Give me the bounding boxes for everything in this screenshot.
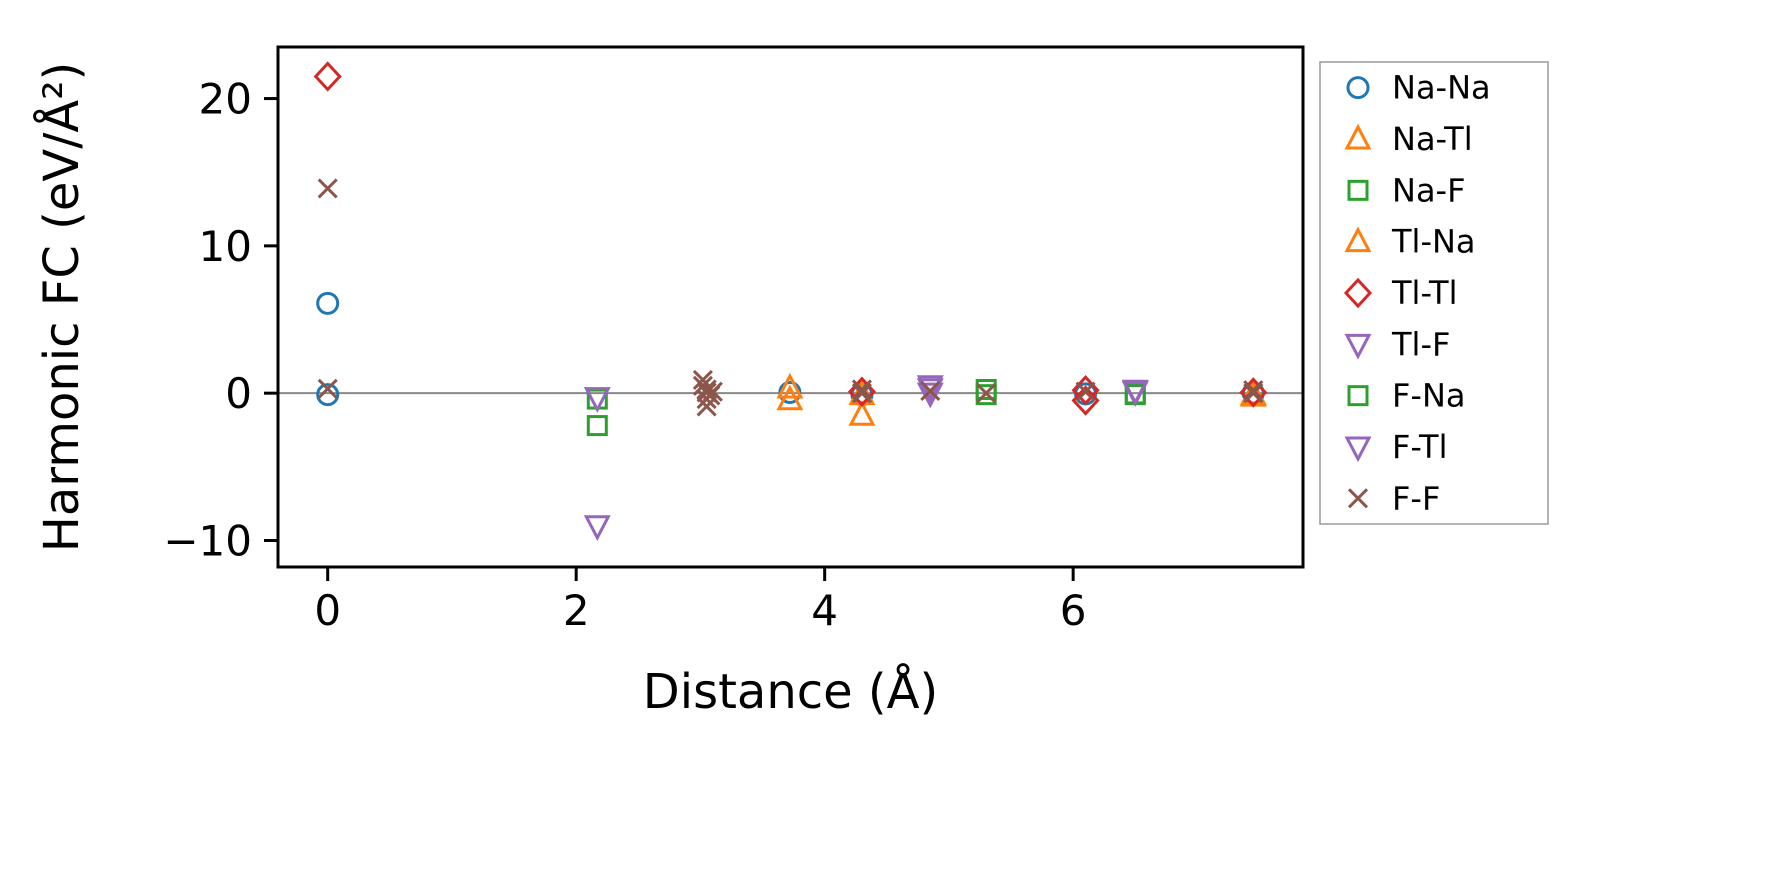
data-point xyxy=(317,378,338,399)
data-point xyxy=(317,178,338,199)
legend-item-F-Tl: F-Tl xyxy=(1344,428,1447,466)
legend-label: Tl-F xyxy=(1391,325,1450,363)
legend-item-Na-Tl: Na-Tl xyxy=(1344,120,1473,158)
plot-border xyxy=(276,45,1305,569)
data-point xyxy=(1075,381,1096,402)
legend-marker-triangle-up-icon xyxy=(1344,123,1372,150)
legend-marker-triangle-down-icon xyxy=(1344,333,1372,360)
legend-marker-circle-icon xyxy=(1346,76,1370,100)
data-point xyxy=(1243,380,1264,401)
x-tick-label: 0 xyxy=(314,586,341,635)
series-F-F xyxy=(317,178,1264,417)
legend: Na-Na Na-Tl Na-F Tl-Na Tl-Tl Tl-F F-Na F-Tl F-F xyxy=(1319,61,1549,525)
data-point xyxy=(916,378,944,404)
data-point xyxy=(976,383,997,404)
legend-marker-square-icon xyxy=(1347,179,1369,201)
legend-marker-square-icon xyxy=(1347,385,1369,407)
legend-item-Tl-Tl: Tl-Tl xyxy=(1343,274,1457,312)
legend-label: Na-F xyxy=(1392,171,1466,209)
data-point xyxy=(920,380,941,402)
data-point xyxy=(848,400,876,426)
legend-marker-triangle-down-icon xyxy=(1344,436,1372,463)
legend-label: F-Tl xyxy=(1392,428,1447,466)
y-tick-label: 0 xyxy=(225,369,252,418)
data-point xyxy=(776,372,804,399)
y-tick-label: 10 xyxy=(199,222,252,271)
data-point xyxy=(583,515,611,541)
data-point xyxy=(702,381,723,402)
legend-label: Tl-Tl xyxy=(1391,274,1457,312)
data-point xyxy=(1121,381,1149,407)
data-point xyxy=(776,384,804,411)
legend-label: Tl-Na xyxy=(1391,223,1476,261)
data-point xyxy=(316,383,340,407)
x-tick-label: 2 xyxy=(563,586,590,635)
data-point xyxy=(847,376,876,407)
legend-label: F-Na xyxy=(1392,377,1466,415)
legend-item-Tl-Na: Tl-Na xyxy=(1344,223,1476,261)
data-point xyxy=(316,291,340,315)
data-point xyxy=(586,415,608,437)
y-tick-label: −10 xyxy=(163,516,252,565)
x-axis-label: Distance (Å) xyxy=(642,664,939,720)
legend-marker-diamond-icon xyxy=(1343,277,1373,309)
legend-item-F-Na: F-Na xyxy=(1347,377,1466,415)
legend-item-F-F: F-F xyxy=(1347,479,1440,517)
legend-item-Na-Na: Na-Na xyxy=(1346,69,1491,107)
data-point xyxy=(313,61,342,92)
data-point xyxy=(975,378,997,400)
legend-box xyxy=(1319,61,1549,525)
data-point xyxy=(975,384,997,406)
legend-item-Na-F: Na-F xyxy=(1347,171,1466,209)
x-tick-label: 4 xyxy=(811,586,838,635)
data-point xyxy=(696,379,717,400)
legend-marker-x-icon xyxy=(1347,488,1369,509)
legend-label: Na-Na xyxy=(1392,69,1491,107)
legend-label: F-F xyxy=(1392,479,1440,517)
series-Tl-Tl xyxy=(313,61,1268,416)
data-point xyxy=(851,379,873,400)
data-point xyxy=(583,387,611,413)
legend-item-Tl-F: Tl-F xyxy=(1344,325,1450,363)
x-tick-label: 6 xyxy=(1060,586,1087,635)
legend-marker-triangle-up-icon xyxy=(1344,226,1372,253)
y-axis-label: Harmonic FC (eV/Å²) xyxy=(34,61,90,553)
data-point xyxy=(1243,383,1264,404)
data-point xyxy=(696,396,717,417)
legend-label: Na-Tl xyxy=(1392,120,1473,158)
data-point xyxy=(1071,385,1100,416)
data-point xyxy=(851,383,873,404)
data-point xyxy=(1071,375,1100,406)
data-point xyxy=(1239,377,1268,408)
y-tick-label: 20 xyxy=(199,75,252,124)
